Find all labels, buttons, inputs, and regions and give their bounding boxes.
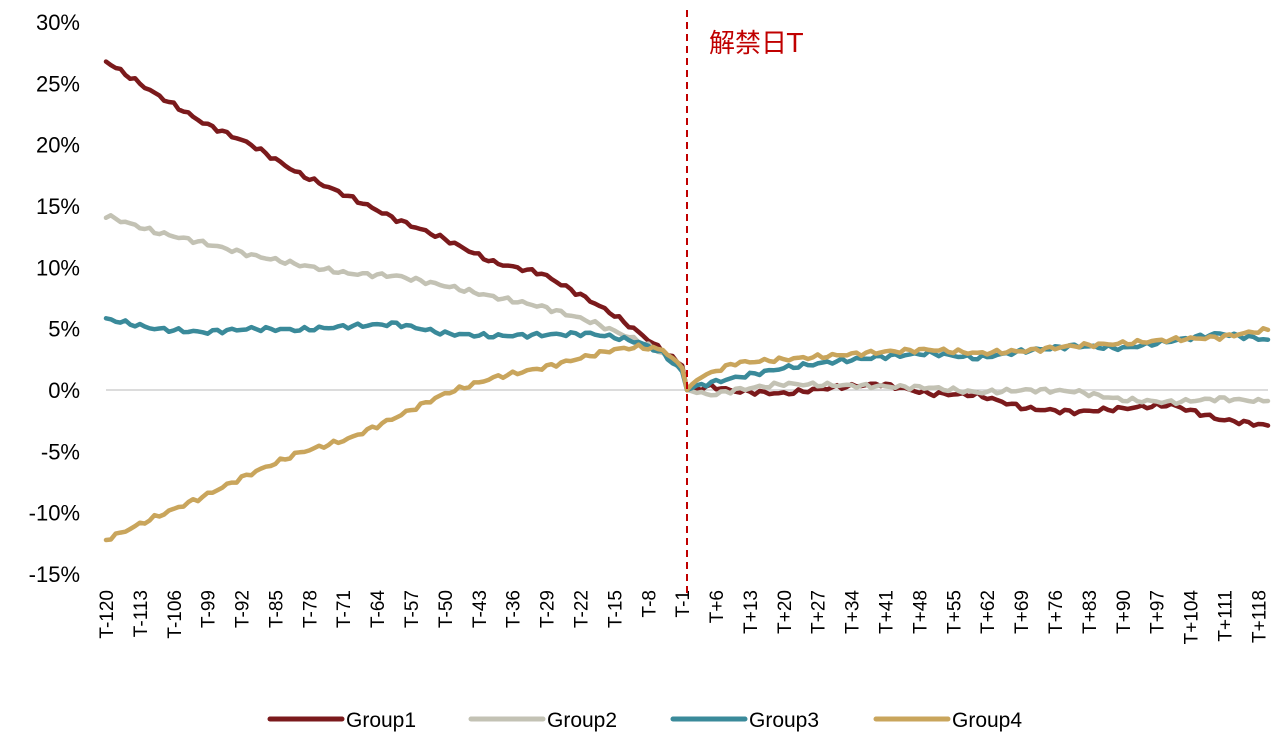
y-tick-label: 10% [36, 255, 80, 280]
x-tick-label: T+6 [707, 590, 728, 623]
y-tick-label: 15% [36, 194, 80, 219]
x-tick-label: T-113 [131, 590, 152, 637]
y-tick-label: 5% [48, 317, 80, 342]
x-tick-label: T+34 [843, 590, 864, 634]
legend-label-group1: Group1 [346, 709, 416, 732]
unlock-day-label: 解禁日T [709, 29, 803, 59]
x-tick-label: T-57 [402, 590, 423, 628]
x-tick-label: T+13 [741, 590, 762, 634]
x-tick-label: T-85 [266, 590, 287, 628]
x-tick-label: T+48 [910, 590, 931, 634]
y-tick-label: -15% [29, 562, 80, 587]
x-tick-label: T-29 [538, 590, 559, 628]
x-tick-label: T+76 [1046, 590, 1067, 634]
x-tick-label: T-50 [436, 590, 457, 628]
x-tick-label: T-106 [165, 590, 186, 639]
x-tick-label: T-64 [368, 590, 389, 628]
x-tick-label: T-78 [300, 590, 321, 628]
y-tick-label: 30% [36, 10, 80, 35]
x-tick-label: T-92 [233, 590, 254, 628]
x-tick-label: T+62 [978, 590, 999, 634]
x-tick-label: T+118 [1249, 590, 1270, 643]
x-tick-label: T-8 [639, 590, 660, 617]
x-tick-label: T+41 [877, 590, 898, 634]
x-tick-label: T-120 [97, 590, 118, 639]
legend-label-group3: Group3 [749, 709, 819, 732]
x-tick-label: T+83 [1080, 590, 1101, 634]
x-tick-label: T+20 [775, 590, 796, 634]
x-tick-label: T-36 [504, 590, 525, 628]
x-tick-label: T+27 [809, 590, 830, 634]
annotation-layer: 解禁日T [686, 10, 803, 594]
y-tick-label: 20% [36, 133, 80, 158]
x-tick-label: T-43 [470, 590, 491, 628]
legend-label-group4: Group4 [952, 709, 1022, 732]
legend: Group1 Group2 Group3 Group4 [267, 709, 1022, 732]
x-tick-label: T-15 [605, 590, 626, 628]
y-tick-label: 25% [36, 71, 80, 96]
x-tick-label: T+111 [1215, 590, 1236, 642]
x-tick-label: T+69 [1012, 590, 1033, 634]
series-layer [103, 59, 1271, 543]
x-tick-label: T+55 [944, 590, 965, 634]
x-tick-label: T+104 [1182, 590, 1203, 645]
x-tick-label: T-71 [334, 590, 355, 628]
x-tick-label: T-1 [673, 590, 694, 617]
y-tick-label: -5% [41, 439, 80, 464]
x-tick-label: T-22 [571, 590, 592, 628]
x-tick-label: T+90 [1114, 590, 1135, 634]
axes: 30% 25% 20% 15% 10% 5% 0% -5% -10% -15% T-120 T-113… [29, 10, 1271, 644]
x-tick-label: T-99 [199, 590, 220, 628]
y-tick-label: 0% [48, 378, 80, 403]
legend-label-group2: Group2 [547, 709, 617, 732]
x-tick-label: T+97 [1148, 590, 1169, 634]
series-line-group4 [103, 326, 1271, 543]
y-tick-label: -10% [29, 501, 80, 526]
